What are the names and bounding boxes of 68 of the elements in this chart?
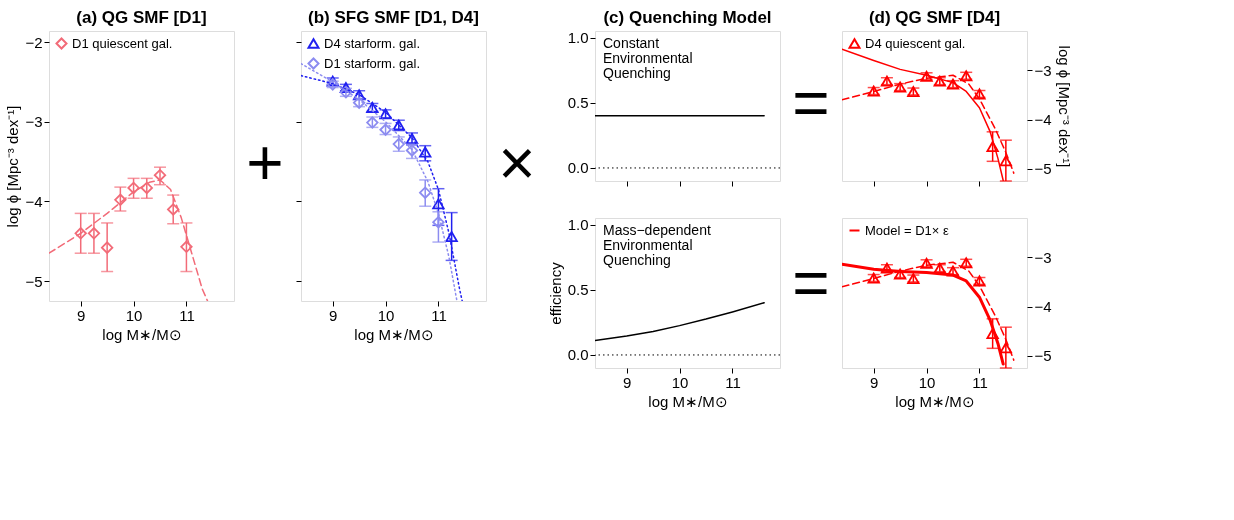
y2-tick-label: −5 xyxy=(1034,160,1052,178)
point xyxy=(419,146,432,158)
point xyxy=(101,241,114,254)
y-axis-title: efficiency xyxy=(546,261,564,325)
point xyxy=(986,328,999,340)
x-tick-label: 9 xyxy=(77,306,86,324)
y-tick-label: 1.0 xyxy=(567,29,589,47)
chart-title: (c) Quenching Model xyxy=(603,7,772,27)
legend-label: D1 starform. gal. xyxy=(324,55,421,71)
x-tick-label: 11 xyxy=(972,373,988,391)
y2-tick-label: −3 xyxy=(1034,248,1052,266)
y-tick-label: −2 xyxy=(25,33,43,51)
x-axis-title: log M∗/M⊙ xyxy=(102,325,182,343)
x-tick-label: 9 xyxy=(870,373,879,391)
legend-label: Model = D1× ε xyxy=(865,222,950,238)
point xyxy=(432,216,445,229)
y-tick-label: −3 xyxy=(25,113,43,131)
chart-title: (d) QG SMF [D4] xyxy=(868,8,1001,27)
chart-title: (a) QG SMF [D1] xyxy=(76,8,207,27)
y2-tick-label: −5 xyxy=(1034,347,1052,365)
point xyxy=(153,169,167,182)
text: × xyxy=(498,127,536,199)
y-tick-label: 0.5 xyxy=(567,94,589,112)
annotation: Constant Environmental Quenching xyxy=(603,35,693,81)
x-axis-title: log M∗/M⊙ xyxy=(648,392,728,410)
y-tick-label: 1.0 xyxy=(567,216,589,234)
line-series xyxy=(595,302,765,342)
y2-tick-label: −4 xyxy=(1034,111,1052,129)
point xyxy=(180,240,193,253)
y2-tick-label: −4 xyxy=(1034,298,1052,316)
x-tick-label: 10 xyxy=(918,373,936,391)
x-tick-label: 10 xyxy=(125,306,143,324)
chart-title: (b) SFG SMF [D1, D4] xyxy=(308,8,479,27)
x-axis-title: log M∗/M⊙ xyxy=(354,325,434,343)
point xyxy=(432,198,445,210)
legend-label: D4 starform. gal. xyxy=(324,35,421,51)
text: = xyxy=(792,247,830,319)
point xyxy=(74,227,87,240)
x-axis-title: log M∗/M⊙ xyxy=(895,392,975,410)
x-tick-label: 9 xyxy=(329,306,338,324)
legend-label: D4 quiescent gal. xyxy=(865,35,966,51)
text: + xyxy=(246,127,284,199)
legend-label: D1 quiescent gal. xyxy=(72,35,173,51)
y-tick-label: −4 xyxy=(25,192,43,210)
point xyxy=(140,181,153,195)
point xyxy=(127,181,140,195)
y-tick-label: 0.0 xyxy=(567,159,589,177)
x-tick-label: 11 xyxy=(179,306,195,324)
y-tick-label: 0.5 xyxy=(567,281,589,299)
annotation: Mass−dependent Environmental Quenching xyxy=(603,222,711,268)
point xyxy=(87,227,101,240)
x-tick-label: 10 xyxy=(377,306,395,324)
text: = xyxy=(792,67,830,139)
y2-axis-title: log ϕ [Mpc⁻³ dex⁻¹] xyxy=(1055,45,1073,168)
x-tick-label: 11 xyxy=(431,306,447,324)
x-tick-label: 9 xyxy=(623,373,632,391)
point xyxy=(419,186,432,199)
point xyxy=(986,141,999,153)
y2-tick-label: −3 xyxy=(1034,61,1052,79)
point xyxy=(445,231,458,242)
y-tick-label: −5 xyxy=(25,272,43,290)
y-tick-label: 0.0 xyxy=(567,346,589,364)
x-tick-label: 11 xyxy=(725,373,741,391)
point xyxy=(114,193,127,206)
point xyxy=(999,155,1012,167)
point xyxy=(167,203,180,216)
x-tick-label: 10 xyxy=(671,373,689,391)
y-axis-title: log ϕ [Mpc⁻³ dex⁻¹] xyxy=(4,105,22,228)
